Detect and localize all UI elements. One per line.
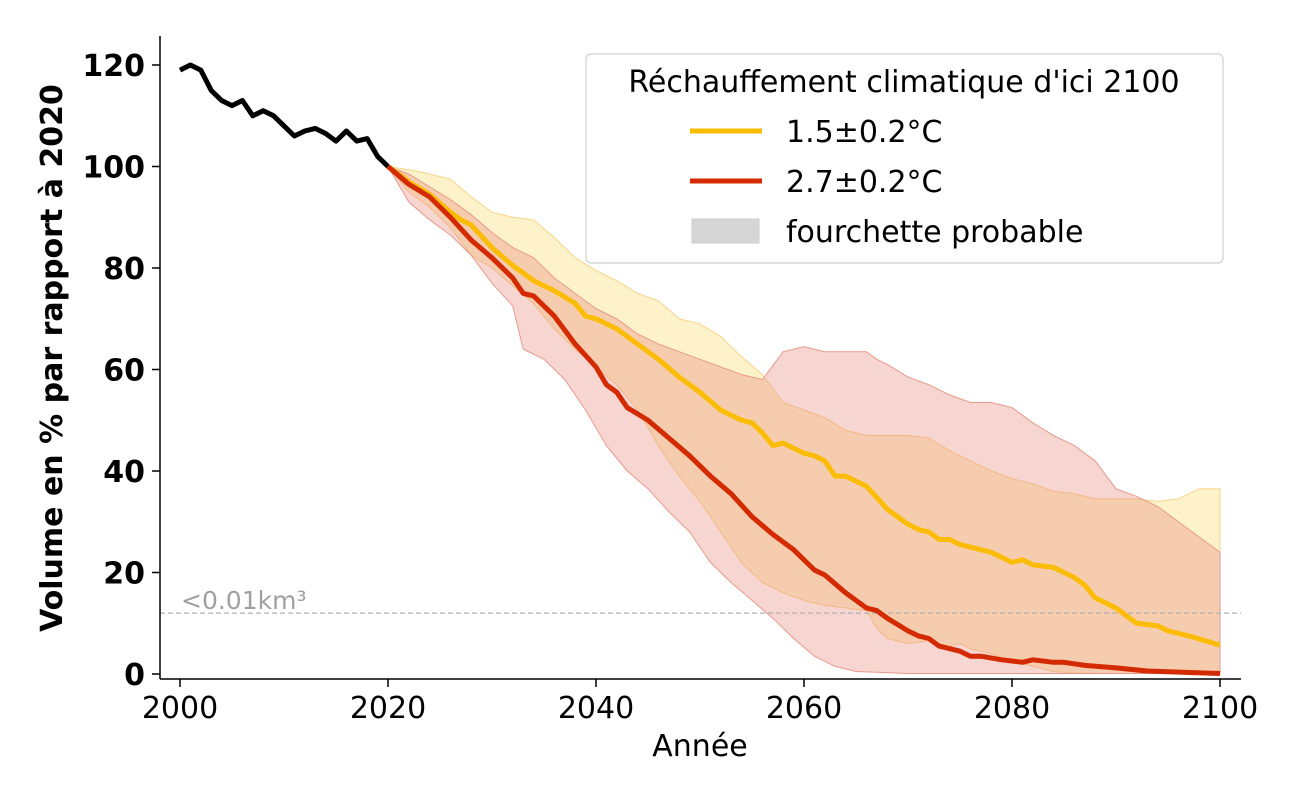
x-tick-label: 2000 bbox=[142, 691, 218, 726]
y-ticks: 0 20 40 60 80 100 120 bbox=[82, 49, 160, 693]
x-axis-label: Année bbox=[652, 729, 747, 764]
band-2-7-0-2-C bbox=[386, 165, 1221, 674]
legend-label-range: fourchette probable bbox=[786, 215, 1083, 250]
band-1-5-0-2-C bbox=[386, 165, 1221, 674]
legend-label-1-5: 1.5±0.2°C bbox=[786, 115, 943, 150]
legend-swatch-range bbox=[691, 218, 760, 244]
x-ticks: 2000 2020 2040 2060 2080 2100 bbox=[142, 679, 1258, 726]
legend: Réchauffement climatique d'ici 2100 1.5±… bbox=[585, 53, 1224, 264]
y-axis-label: Volume en % par rapport à 2020 bbox=[35, 84, 70, 632]
x-tick-label: 2040 bbox=[558, 691, 634, 726]
y-tick-label: 80 bbox=[103, 252, 145, 287]
x-tick-label: 2060 bbox=[766, 691, 842, 726]
uncertainty-bands bbox=[386, 165, 1221, 674]
threshold-group: <0.01km³ bbox=[160, 586, 1241, 615]
y-tick-label: 40 bbox=[103, 455, 145, 490]
legend-title: Réchauffement climatique d'ici 2100 bbox=[628, 65, 1179, 100]
y-tick-label: 100 bbox=[82, 151, 145, 186]
x-tick-label: 2080 bbox=[974, 691, 1050, 726]
y-tick-label: 0 bbox=[124, 658, 145, 693]
y-tick-label: 20 bbox=[103, 557, 145, 592]
legend-frame bbox=[585, 53, 1224, 264]
y-tick-label: 120 bbox=[82, 49, 145, 84]
series-lines bbox=[178, 62, 1221, 676]
x-tick-label: 2020 bbox=[350, 691, 426, 726]
series-line-1-5-0-2-C bbox=[386, 164, 1221, 648]
x-tick-label: 2100 bbox=[1182, 691, 1258, 726]
legend-label-2-7: 2.7±0.2°C bbox=[786, 165, 943, 200]
threshold-label: <0.01km³ bbox=[181, 586, 306, 615]
series-line-2-7-0-2-C bbox=[386, 164, 1221, 676]
series-line-historique bbox=[178, 62, 390, 169]
y-tick-label: 60 bbox=[103, 354, 145, 389]
